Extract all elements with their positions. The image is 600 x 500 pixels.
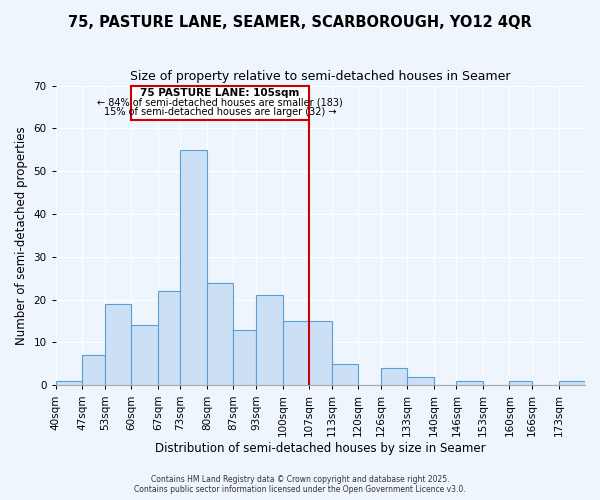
- Text: 75, PASTURE LANE, SEAMER, SCARBOROUGH, YO12 4QR: 75, PASTURE LANE, SEAMER, SCARBOROUGH, Y…: [68, 15, 532, 30]
- Bar: [56, 381, 82, 386]
- Bar: [332, 364, 358, 386]
- Text: ← 84% of semi-detached houses are smaller (183): ← 84% of semi-detached houses are smalle…: [97, 98, 343, 108]
- Bar: [131, 326, 158, 386]
- Title: Size of property relative to semi-detached houses in Seamer: Size of property relative to semi-detach…: [130, 70, 511, 83]
- Text: Contains HM Land Registry data © Crown copyright and database right 2025.
Contai: Contains HM Land Registry data © Crown c…: [134, 474, 466, 494]
- FancyBboxPatch shape: [131, 86, 309, 120]
- Text: 15% of semi-detached houses are larger (32) →: 15% of semi-detached houses are larger (…: [104, 108, 337, 118]
- Bar: [283, 321, 309, 386]
- X-axis label: Distribution of semi-detached houses by size in Seamer: Distribution of semi-detached houses by …: [155, 442, 485, 455]
- Bar: [509, 381, 532, 386]
- Y-axis label: Number of semi-detached properties: Number of semi-detached properties: [15, 126, 28, 344]
- Text: 75 PASTURE LANE: 105sqm: 75 PASTURE LANE: 105sqm: [140, 88, 300, 98]
- Bar: [559, 381, 585, 386]
- Bar: [309, 321, 332, 386]
- Bar: [457, 381, 483, 386]
- Bar: [82, 356, 105, 386]
- Bar: [256, 296, 283, 386]
- Bar: [158, 291, 181, 386]
- Bar: [407, 376, 434, 386]
- Bar: [181, 150, 207, 386]
- Bar: [233, 330, 256, 386]
- Bar: [381, 368, 407, 386]
- Bar: [105, 304, 131, 386]
- Bar: [207, 282, 233, 386]
